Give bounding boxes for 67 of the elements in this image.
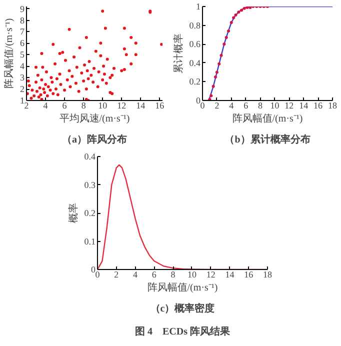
y-tick-label: 0.8 (189, 20, 201, 30)
y-tick-label: 9 (20, 4, 25, 14)
text: （c）概率密度 (150, 302, 215, 314)
y-tick-label: 0.4 (84, 152, 96, 162)
y-tick-label: 1 (20, 96, 24, 106)
y-tick-label: 0.1 (84, 236, 96, 246)
x-tick-label: 12 (206, 270, 216, 280)
x-tick-label: 18 (263, 270, 272, 280)
text: （b）累计概率分布 (224, 134, 310, 146)
x-tick-label: 16 (314, 100, 324, 110)
y-tick-label: 2 (20, 84, 24, 94)
point (214, 76, 217, 78)
point (220, 54, 223, 57)
x-tick-label: 14 (136, 100, 146, 110)
point (242, 6, 246, 10)
caption: 图 4 ECDs 阵风结果 (135, 326, 231, 338)
point (227, 29, 230, 32)
y-axis-title: 阵风幅值/(m·s⁻¹) (3, 18, 15, 89)
x-tick-label: 10 (187, 270, 197, 280)
x-tick-label: 6 (152, 270, 157, 280)
point (210, 94, 213, 98)
x-tick-label: 6 (244, 100, 249, 110)
x-tick-label: 2 (214, 100, 220, 110)
x-tick-label: 6 (62, 100, 68, 110)
x-tick-label: 14 (299, 100, 309, 110)
text: （a）阵风分布 (62, 134, 127, 146)
y-tick-label: 8 (20, 15, 25, 26)
x-tick-label: 8 (258, 100, 264, 110)
x-tick-label: 4 (229, 100, 234, 110)
y-tick-label: 0.2 (189, 76, 200, 87)
y-tick-label: 7 (20, 26, 25, 37)
point (222, 42, 226, 46)
x-tick-label: 16 (244, 270, 254, 280)
y-tick-label: 1 (196, 2, 200, 12)
x-tick-label: 10 (98, 100, 108, 110)
x-tick-label: 14 (225, 270, 235, 280)
x-tick-label: 10 (270, 100, 280, 110)
point (218, 62, 221, 66)
point (212, 84, 215, 88)
y-tick-label: 0.3 (84, 180, 96, 190)
point (237, 10, 240, 14)
x-tick-label: 18 (328, 100, 338, 110)
x-tick-label: 2 (114, 270, 119, 280)
x-axis-title: 阵风幅值/(m·s⁻¹) (232, 112, 303, 124)
y-axis-title: 累计概率 (172, 34, 184, 74)
point (230, 20, 233, 24)
point (224, 36, 228, 40)
y-tick-label: 5 (20, 50, 25, 60)
x-tick-label: 12 (117, 100, 126, 110)
x-axis-title: 阵风幅值/(m·s⁻¹) (147, 282, 218, 294)
y-tick-label: 3 (20, 72, 25, 83)
point (232, 16, 236, 20)
y-tick-label: 0.4 (189, 58, 201, 68)
point (215, 70, 218, 74)
y-tick-label: 4 (20, 61, 25, 72)
y-tick-label: 0.6 (189, 39, 201, 50)
y-tick-label: 6 (20, 38, 25, 48)
x-tick-label: 12 (284, 100, 294, 110)
x-tick-label: 16 (155, 100, 165, 110)
x-tick-label: 4 (43, 100, 48, 110)
x-tick-label: 4 (133, 270, 138, 280)
point (240, 8, 243, 12)
y-tick-label: 0.2 (84, 208, 96, 218)
y-axis-title: 概率 (67, 203, 80, 223)
x-tick-label: 8 (170, 270, 176, 280)
point (234, 13, 238, 16)
x-axis-title: 平均风速/(m·s⁻¹) (59, 112, 130, 124)
